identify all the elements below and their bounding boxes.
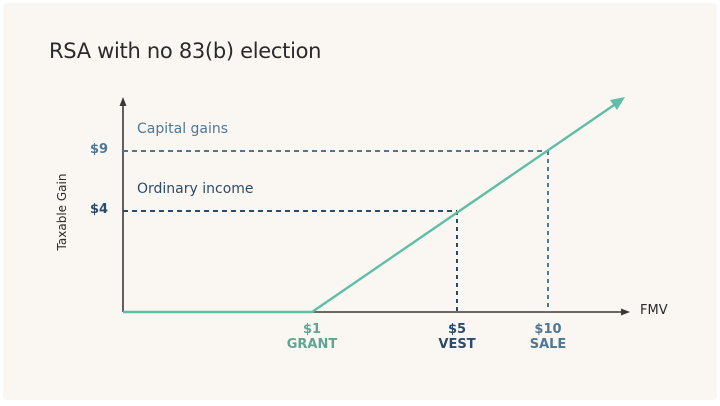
- sale-value: $10: [534, 322, 562, 337]
- taxable-gain-line: [123, 102, 618, 314]
- diagram-title: RSA with no 83(b) election: [49, 39, 322, 63]
- vest-label: VEST: [438, 337, 476, 352]
- sale-label: SALE: [529, 337, 567, 352]
- x-tick-grant: $1 GRANT: [282, 322, 342, 352]
- x-axis-arrow-icon: [621, 308, 630, 316]
- diagram-card: [3, 3, 717, 400]
- y-tick-9: $9: [90, 142, 109, 157]
- y-axis-arrow-icon: [119, 97, 127, 106]
- grant-label: GRANT: [286, 337, 338, 352]
- gain-arrow-icon: [610, 97, 625, 110]
- x-tick-vest: $5 VEST: [427, 322, 487, 352]
- x-axis-label: FMV: [640, 303, 668, 318]
- vest-value: $5: [447, 322, 467, 337]
- x-tick-sale: $10 SALE: [518, 322, 578, 352]
- ordinary-income-label: Ordinary income: [137, 181, 254, 197]
- y-tick-4: $4: [90, 202, 109, 217]
- grant-value: $1: [302, 322, 322, 337]
- capital-gains-label: Capital gains: [137, 121, 229, 137]
